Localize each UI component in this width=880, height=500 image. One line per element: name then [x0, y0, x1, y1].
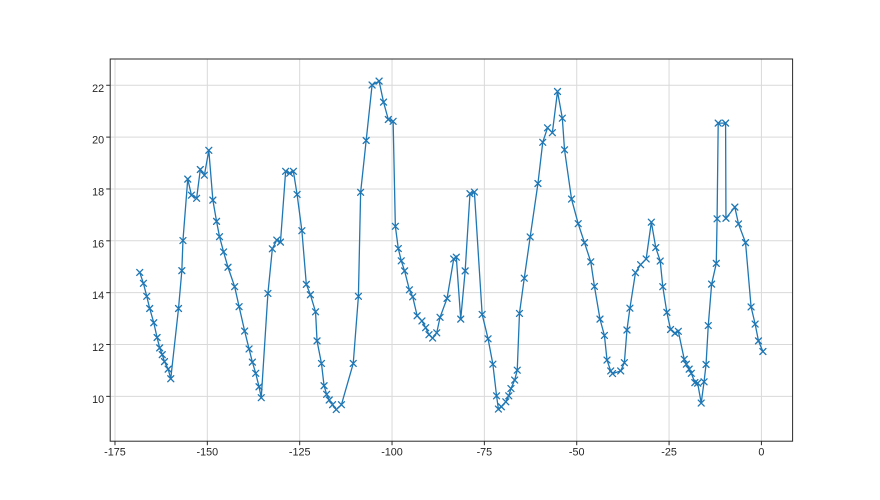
svg-text:18: 18: [92, 186, 104, 198]
svg-text:-175: -175: [104, 447, 126, 459]
svg-text:-125: -125: [289, 447, 311, 459]
svg-text:-25: -25: [661, 447, 677, 459]
svg-text:-75: -75: [477, 447, 493, 459]
svg-text:16: 16: [92, 238, 104, 250]
svg-text:10: 10: [92, 394, 104, 406]
svg-text:0: 0: [758, 447, 764, 459]
svg-text:-50: -50: [569, 447, 585, 459]
svg-text:22: 22: [92, 83, 104, 95]
svg-text:20: 20: [92, 135, 104, 147]
svg-text:-100: -100: [381, 447, 403, 459]
svg-text:-150: -150: [197, 447, 219, 459]
svg-text:14: 14: [92, 290, 104, 302]
svg-text:12: 12: [92, 342, 104, 354]
